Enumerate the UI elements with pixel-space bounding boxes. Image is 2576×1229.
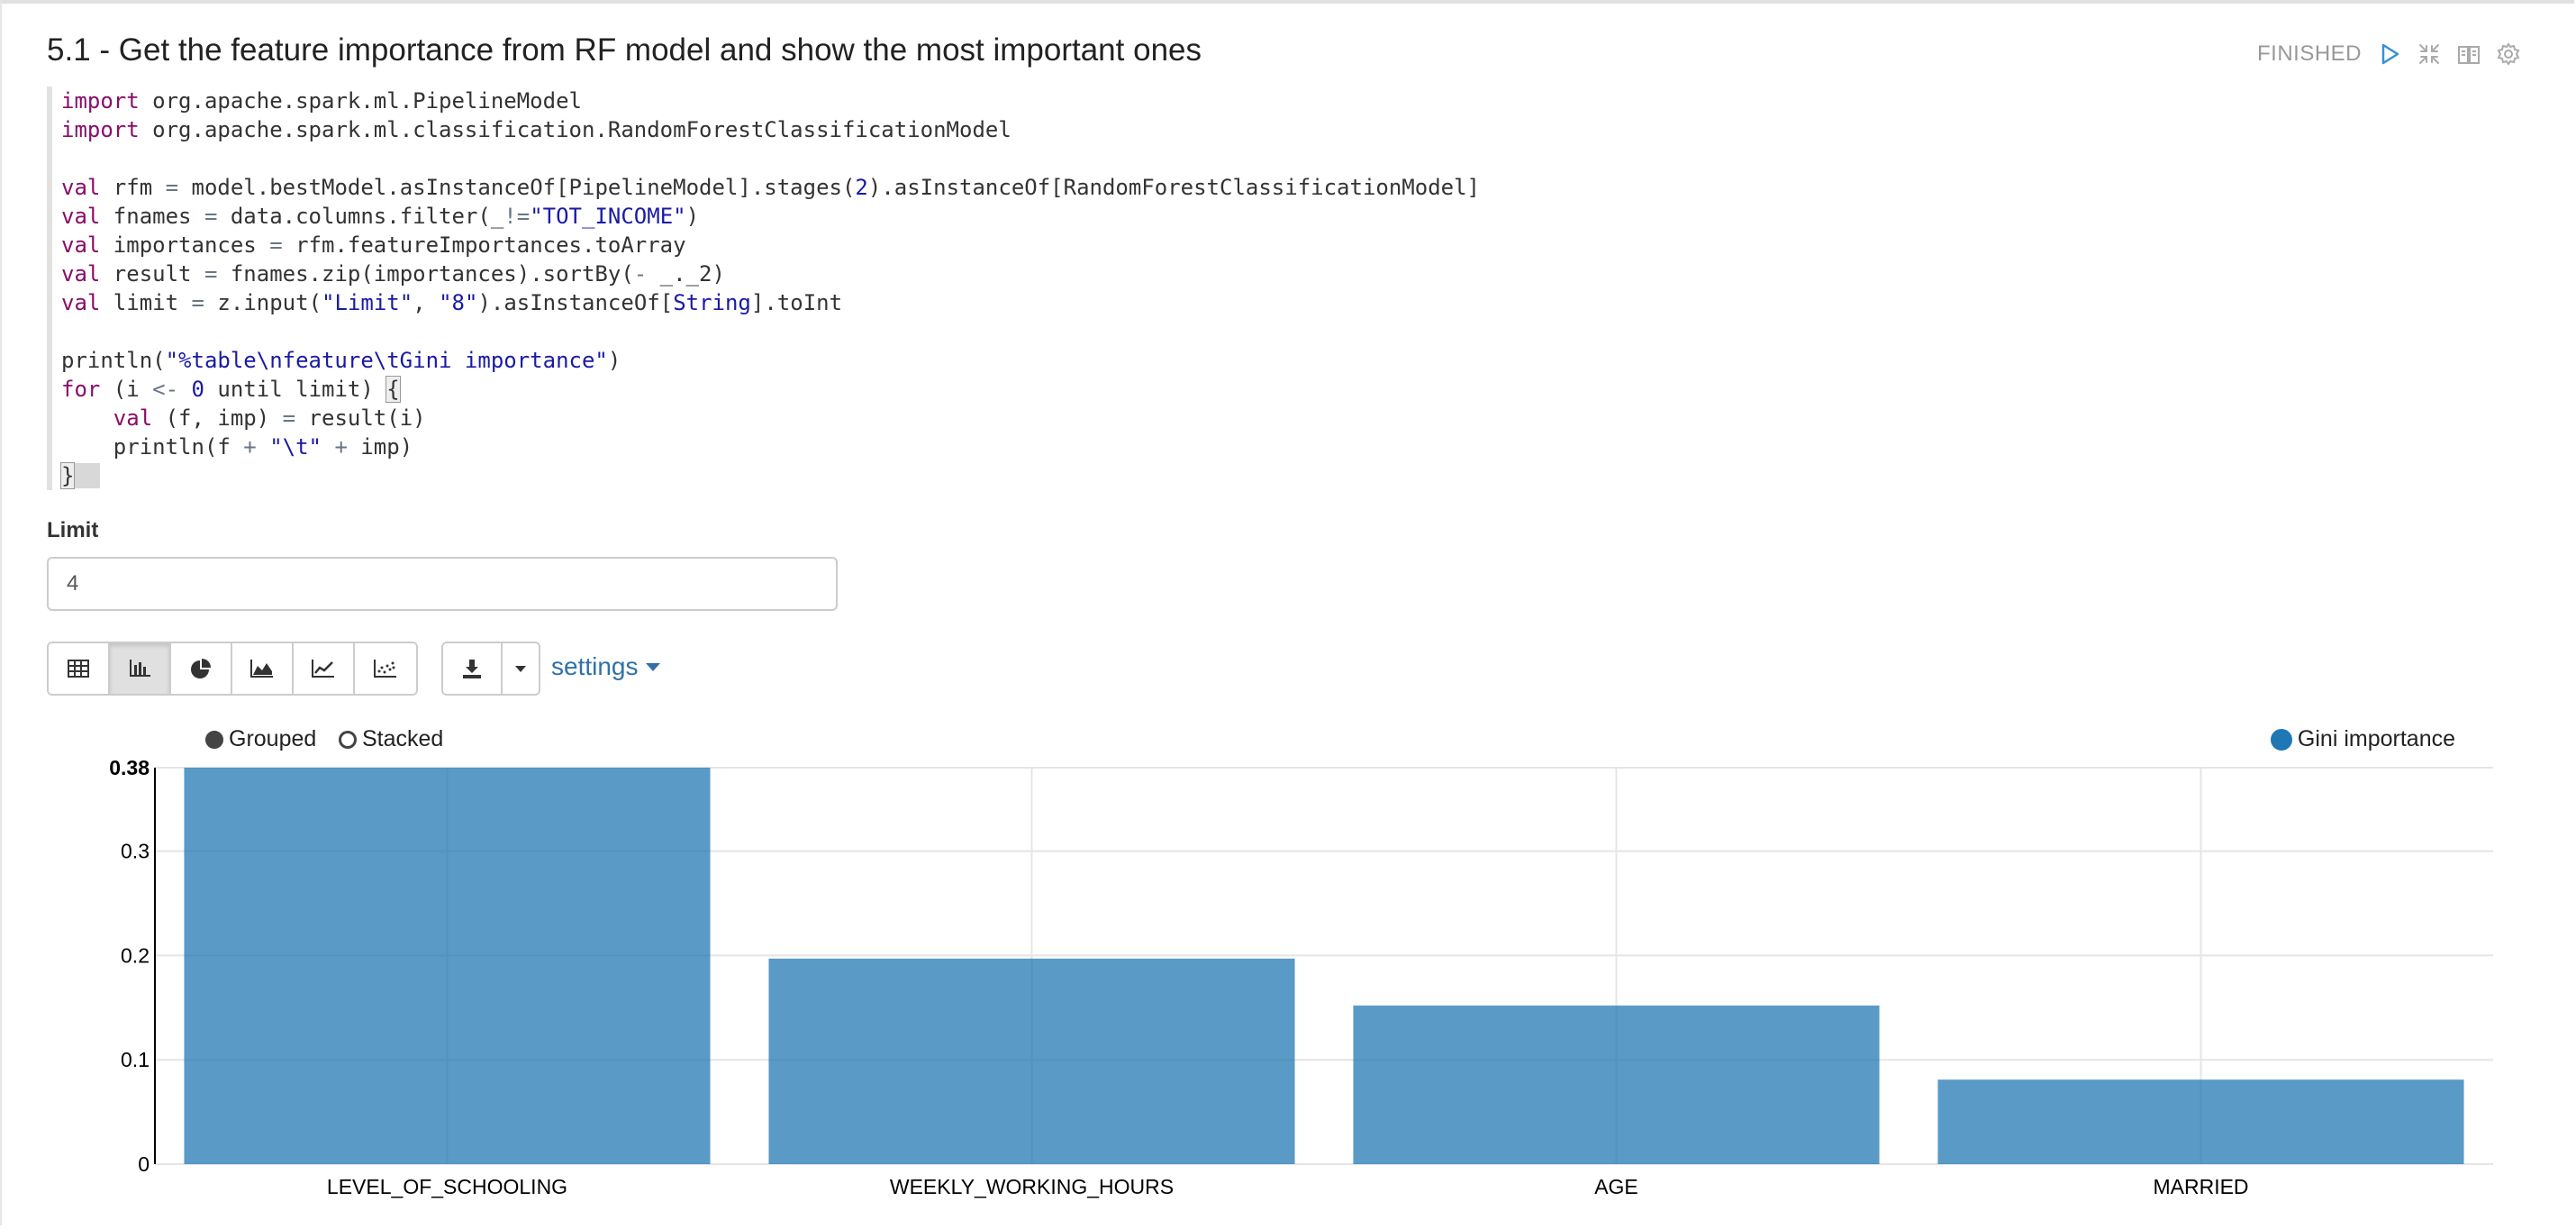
download-button-group	[441, 642, 540, 696]
caret-down-icon	[515, 666, 526, 672]
play-icon[interactable]	[2378, 42, 2401, 66]
limit-label: Limit	[47, 518, 99, 542]
table-icon	[68, 660, 89, 678]
stacked-option[interactable]: Stacked	[339, 726, 443, 752]
visualization-button-group	[47, 642, 418, 696]
code-line: val rfm = model.bestModel.asInstanceOf[P…	[61, 175, 1480, 200]
x-tick-label: MARRIED	[2153, 1175, 2248, 1198]
legend-swatch	[2270, 728, 2292, 751]
y-tick-label: 0.3	[121, 840, 150, 863]
x-tick-label: LEVEL_OF_SCHOOLING	[327, 1175, 567, 1198]
chart-legend[interactable]: Gini importance	[2270, 726, 2455, 752]
bar-chart-icon	[130, 660, 150, 677]
table-view-button[interactable]	[49, 643, 110, 694]
text-cursor	[74, 463, 101, 488]
code-line: val fnames = data.columns.filter(_!="TOT…	[61, 204, 700, 229]
line-chart-icon	[312, 660, 334, 678]
legend-label: Gini importance	[2297, 726, 2455, 751]
y-tick-label: 0.1	[121, 1048, 150, 1071]
gear-icon[interactable]	[2497, 42, 2520, 66]
bar[interactable]	[1353, 1006, 1880, 1164]
bar-chart: 0 0.1 0.2 0.3 0.38 LEVEL_OF_SCHOOLING WEEKLY_W…	[109, 756, 2493, 1198]
y-tick-label: 0.2	[121, 943, 150, 967]
settings-dropdown[interactable]: settings	[551, 652, 660, 681]
stacked-label: Stacked	[362, 726, 444, 751]
x-tick-label: WEEKLY_WORKING_HOURS	[890, 1175, 1174, 1198]
y-tick-label: 0.38	[109, 756, 150, 779]
x-tick-label: AGE	[1594, 1175, 1638, 1198]
bar-chart-button[interactable]	[110, 643, 171, 694]
scatter-chart-icon	[374, 660, 396, 678]
code-line: println("%table\nfeature\tGini importanc…	[61, 348, 621, 373]
scatter-chart-button[interactable]	[355, 643, 416, 694]
download-icon	[463, 660, 481, 678]
code-line: println(f + "\t" + imp)	[61, 434, 413, 460]
settings-label: settings	[551, 652, 639, 680]
code-line: val limit = z.input("Limit", "8").asInst…	[61, 290, 843, 315]
code-editor[interactable]: import org.apache.spark.ml.PipelineModel…	[47, 86, 1592, 490]
code-line: val importances = rfm.featureImportances…	[61, 232, 686, 258]
status-label: FINISHED	[2256, 41, 2362, 66]
code-line: val result = fnames.zip(importances).sor…	[61, 261, 725, 287]
area-chart-button[interactable]	[232, 643, 294, 694]
code-line: val (f, imp) = result(i)	[113, 405, 426, 431]
paragraph-control-bar: FINISHED	[2257, 41, 2520, 67]
grouped-option[interactable]: Grouped	[205, 726, 316, 752]
collapse-arrows-icon[interactable]	[2417, 42, 2441, 66]
book-icon[interactable]	[2457, 42, 2481, 66]
code-line: for (i <- 0 until limit) {	[61, 376, 401, 403]
code-line: import org.apache.spark.ml.classificatio…	[61, 117, 1011, 142]
pie-chart-button[interactable]	[171, 643, 232, 694]
line-chart-button[interactable]	[294, 643, 355, 694]
download-button[interactable]	[443, 643, 503, 694]
bar[interactable]	[184, 768, 711, 1164]
pie-chart-icon	[191, 659, 211, 678]
grouped-label: Grouped	[229, 726, 317, 751]
caret-down-icon	[645, 662, 660, 671]
code-line: import org.apache.spark.ml.PipelineModel	[61, 88, 582, 114]
bar[interactable]	[768, 958, 1295, 1164]
paragraph-title[interactable]: 5.1 - Get the feature importance from RF…	[47, 32, 1202, 68]
code-line: }	[59, 461, 1592, 490]
grouped-radio[interactable]	[205, 730, 223, 749]
download-dropdown-toggle[interactable]	[503, 643, 539, 694]
area-chart-icon	[250, 660, 273, 678]
bar[interactable]	[1937, 1079, 2464, 1164]
y-tick-label: 0	[138, 1152, 150, 1176]
stacked-radio[interactable]	[339, 730, 357, 749]
limit-input[interactable]	[47, 557, 838, 611]
